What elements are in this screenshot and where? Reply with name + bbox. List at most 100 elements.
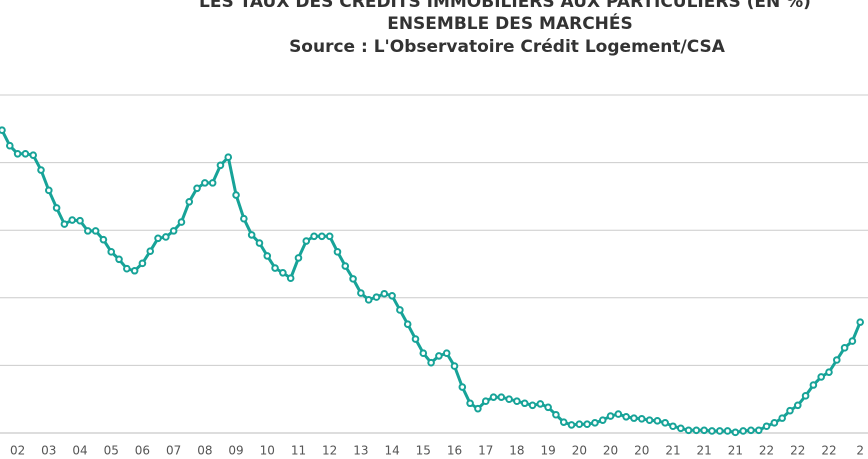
- point: [247, 231, 256, 239]
- point: [37, 166, 45, 174]
- point: [520, 399, 529, 408]
- point: [669, 422, 677, 431]
- x-tick-label: 21: [728, 444, 743, 458]
- point: [45, 186, 53, 195]
- point: [333, 248, 342, 256]
- x-tick-label: 15: [416, 444, 431, 458]
- point: [598, 416, 607, 424]
- point: [793, 401, 802, 410]
- point: [138, 259, 147, 268]
- point: [29, 151, 38, 159]
- point: [123, 264, 131, 273]
- point: [396, 306, 404, 314]
- point: [216, 161, 225, 170]
- point: [130, 266, 139, 275]
- point: [622, 412, 630, 421]
- point: [606, 412, 615, 420]
- point: [232, 191, 240, 199]
- point: [279, 268, 287, 277]
- point: [349, 275, 357, 283]
- x-tick-label: 2: [856, 444, 864, 458]
- point: [817, 373, 825, 381]
- point: [403, 320, 412, 328]
- point: [318, 232, 326, 241]
- point: [442, 349, 451, 358]
- point: [310, 232, 318, 241]
- point: [591, 419, 599, 427]
- point: [715, 427, 724, 435]
- point: [848, 337, 857, 345]
- point: [458, 383, 467, 391]
- point: [786, 406, 794, 415]
- x-tick-label: 17: [478, 444, 493, 458]
- point: [372, 293, 381, 301]
- point: [575, 420, 584, 429]
- point: [240, 214, 248, 223]
- x-tick-label: 06: [135, 444, 150, 458]
- point: [856, 318, 864, 326]
- point: [466, 399, 474, 408]
- x-tick-label: 10: [260, 444, 275, 458]
- point: [263, 252, 272, 260]
- point: [388, 291, 396, 300]
- point: [76, 216, 84, 225]
- x-tick-label: 21: [697, 444, 712, 458]
- point: [169, 227, 178, 235]
- point: [559, 418, 568, 426]
- point: [676, 424, 685, 433]
- x-tick-label: 03: [41, 444, 56, 458]
- x-tick-label: 20: [572, 444, 587, 458]
- chart-source: Source : L'Observatoire Crédit Logement/…: [289, 37, 726, 57]
- point: [294, 254, 303, 262]
- x-tick-label: 09: [228, 444, 243, 458]
- point: [60, 220, 69, 228]
- point: [91, 227, 100, 235]
- point: [364, 296, 373, 304]
- point: [489, 393, 498, 401]
- point: [255, 239, 264, 247]
- point: [723, 427, 732, 435]
- point: [154, 234, 162, 243]
- point: [567, 421, 576, 429]
- point: [614, 410, 623, 418]
- point: [52, 204, 61, 212]
- x-tick-label: 19: [540, 444, 555, 458]
- point: [583, 420, 591, 429]
- point: [825, 368, 833, 376]
- point: [840, 344, 849, 352]
- point: [708, 427, 716, 435]
- point: [341, 262, 350, 270]
- point: [770, 419, 779, 427]
- point: [84, 227, 92, 235]
- chart-title: LES TAUX DES CRÉDITS IMMOBILIERS AUX PAR…: [199, 0, 811, 12]
- point: [474, 404, 482, 413]
- point: [193, 184, 201, 193]
- x-tick-label: 07: [166, 444, 181, 458]
- x-tick-label: 02: [10, 444, 25, 458]
- point: [661, 419, 669, 427]
- point: [450, 362, 459, 370]
- point: [357, 289, 365, 297]
- point: [552, 410, 560, 419]
- x-tick-label: 11: [291, 444, 306, 458]
- x-tick-label: 20: [634, 444, 649, 458]
- point: [99, 235, 108, 244]
- x-tick-label: 04: [72, 444, 87, 458]
- point: [411, 335, 420, 343]
- point: [653, 417, 662, 425]
- point: [224, 153, 233, 161]
- chart-subtitle: ENSEMBLE DES MARCHÉS: [387, 12, 633, 34]
- point: [435, 352, 443, 360]
- point: [107, 248, 116, 256]
- x-tick-label: 05: [104, 444, 119, 458]
- point: [809, 381, 818, 389]
- x-tick-label: 22: [759, 444, 774, 458]
- x-tick-label: 22: [821, 444, 836, 458]
- point: [739, 427, 747, 435]
- point: [747, 426, 755, 435]
- point: [544, 403, 552, 412]
- point: [115, 255, 123, 264]
- point: [325, 232, 334, 241]
